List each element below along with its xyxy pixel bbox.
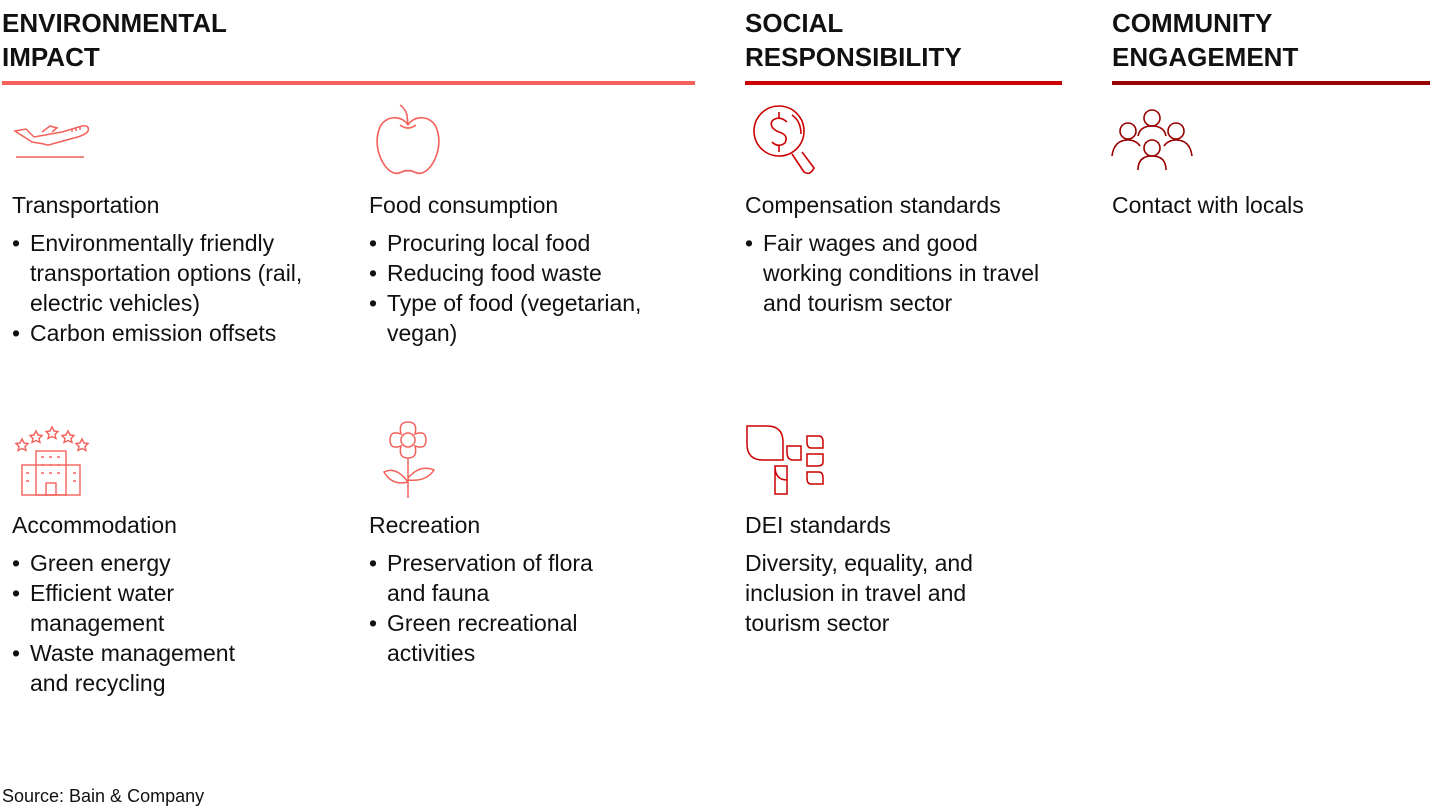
header-social: SOCIAL RESPONSIBILITY <box>745 8 962 72</box>
bullet: Efficient water management <box>12 578 272 638</box>
title-recreation: Recreation <box>369 512 481 538</box>
bullet: Carbon emission offsets <box>12 318 352 348</box>
section-dei: DEI standards Diversity, equality, and i… <box>745 510 1015 638</box>
divider-community <box>1112 81 1430 85</box>
leaves-icon <box>746 425 824 495</box>
bullet: Preservation of flora and fauna <box>369 548 609 608</box>
title-contact: Contact with locals <box>1112 192 1304 218</box>
source-note: Source: Bain & Company <box>2 786 205 806</box>
dei-text: Diversity, equality, and inclusion in tr… <box>745 550 973 636</box>
section-food: Food consumption Procuring local foodRed… <box>369 190 649 348</box>
section-accommodation: Accommodation Green energyEfficient wate… <box>12 510 272 698</box>
section-compensation: Compensation standards Fair wages and go… <box>745 190 1055 318</box>
bullet: Green recreational activities <box>369 608 609 668</box>
hotel-icon <box>14 425 90 496</box>
bullet: Procuring local food <box>369 228 649 258</box>
people-icon <box>1111 109 1193 170</box>
bullet: Reducing food waste <box>369 258 649 288</box>
airplane-icon <box>13 125 90 158</box>
title-transportation: Transportation <box>12 192 160 218</box>
section-recreation: Recreation Preservation of flora and fau… <box>369 510 609 668</box>
divider-social <box>745 81 1062 85</box>
bullet: Green energy <box>12 548 272 578</box>
bullet: Type of food (vegetarian, vegan) <box>369 288 649 348</box>
header-environmental: ENVIRONMENTAL IMPACT <box>2 8 227 72</box>
bullet: Waste management and recycling <box>12 638 272 698</box>
title-compensation: Compensation standards <box>745 192 1001 218</box>
header-community: COMMUNITY ENGAGEMENT <box>1112 8 1299 72</box>
section-contact: Contact with locals <box>1112 190 1422 228</box>
flower-icon <box>382 421 436 498</box>
bullet: Fair wages and good working conditions i… <box>745 228 1055 318</box>
divider-environmental <box>2 81 695 85</box>
title-food: Food consumption <box>369 192 559 218</box>
dollar-magnifier-icon <box>753 105 815 175</box>
apple-icon <box>376 104 440 175</box>
section-transportation: Transportation Environmentally friendly … <box>12 190 352 348</box>
bullet: Environmentally friendly transportation … <box>12 228 352 318</box>
title-dei: DEI standards <box>745 512 891 538</box>
title-accommodation: Accommodation <box>12 512 177 538</box>
